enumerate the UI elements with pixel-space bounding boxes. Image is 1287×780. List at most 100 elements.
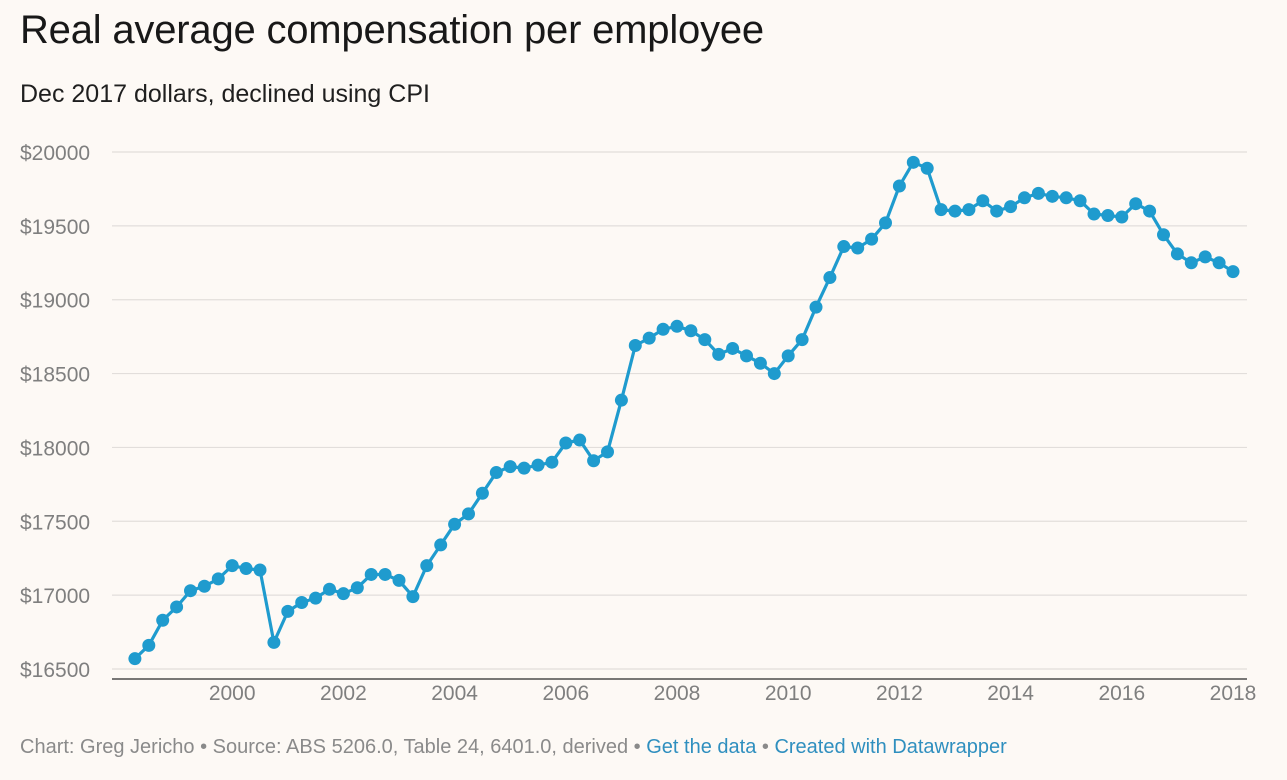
chart-footer: Chart: Greg Jericho • Source: ABS 5206.0… (20, 736, 1007, 759)
data-point[interactable] (1129, 197, 1143, 211)
data-point[interactable] (517, 461, 531, 475)
data-point[interactable] (309, 591, 323, 605)
data-point[interactable] (531, 458, 545, 472)
data-point[interactable] (781, 349, 795, 363)
x-tick-label: 2016 (1098, 682, 1145, 705)
data-point[interactable] (892, 179, 906, 193)
series-line (133, 160, 1234, 660)
data-point[interactable] (656, 322, 670, 336)
data-point[interactable] (489, 466, 503, 480)
data-point[interactable] (587, 454, 601, 468)
data-point[interactable] (184, 584, 197, 598)
x-tick-label: 2002 (320, 682, 367, 705)
data-point[interactable] (962, 203, 976, 217)
data-point[interactable] (670, 319, 684, 333)
x-tick-label: 2010 (765, 682, 812, 705)
data-point[interactable] (128, 652, 142, 666)
data-point[interactable] (851, 241, 865, 255)
data-point[interactable] (698, 333, 712, 347)
data-point[interactable] (267, 635, 281, 649)
data-point[interactable] (642, 331, 656, 345)
data-point[interactable] (1198, 250, 1212, 264)
data-point[interactable] (142, 638, 156, 652)
data-point[interactable] (712, 347, 726, 361)
x-tick-label: 2012 (876, 682, 923, 705)
y-tick-label: $18500 (20, 364, 90, 387)
data-point[interactable] (420, 559, 434, 573)
data-point[interactable] (1212, 256, 1226, 270)
data-point[interactable] (573, 433, 587, 447)
x-tick-label: 2000 (209, 682, 256, 705)
data-point[interactable] (1073, 194, 1087, 208)
data-point[interactable] (434, 538, 448, 552)
data-point[interactable] (1045, 189, 1059, 203)
data-point[interactable] (934, 203, 948, 217)
data-point[interactable] (1004, 200, 1018, 214)
data-point[interactable] (628, 339, 642, 353)
series-points (128, 155, 1240, 666)
data-point[interactable] (364, 567, 378, 581)
data-point[interactable] (823, 271, 837, 285)
y-tick-label: $19500 (20, 216, 90, 239)
gridlines (112, 151, 1247, 670)
x-tick-label: 2004 (431, 682, 478, 705)
data-point[interactable] (1184, 256, 1198, 270)
data-point[interactable] (1031, 186, 1045, 200)
created-with-datawrapper-link[interactable]: Created with Datawrapper (774, 736, 1007, 758)
data-point[interactable] (1087, 207, 1101, 221)
data-point[interactable] (809, 300, 823, 314)
data-point[interactable] (559, 436, 573, 450)
data-point[interactable] (350, 581, 364, 595)
data-point[interactable] (684, 324, 698, 338)
data-point[interactable] (990, 204, 1004, 218)
data-point[interactable] (976, 194, 990, 208)
get-the-data-link[interactable]: Get the data (646, 736, 757, 758)
data-point[interactable] (740, 349, 753, 363)
data-point[interactable] (295, 596, 309, 610)
data-point[interactable] (503, 460, 517, 474)
data-point[interactable] (462, 507, 475, 521)
data-point[interactable] (406, 590, 420, 604)
data-point[interactable] (948, 204, 962, 218)
data-point[interactable] (197, 579, 211, 593)
data-point[interactable] (767, 367, 781, 381)
data-point[interactable] (253, 563, 267, 577)
data-point[interactable] (1226, 265, 1240, 279)
data-point[interactable] (475, 486, 489, 500)
data-point[interactable] (1170, 247, 1184, 261)
data-point[interactable] (1059, 191, 1073, 205)
data-point[interactable] (225, 559, 239, 573)
footer-attribution: Chart: Greg Jericho • Source: ABS 5206.0… (20, 736, 647, 758)
data-point[interactable] (281, 604, 295, 618)
data-point[interactable] (1101, 209, 1115, 223)
data-point[interactable] (865, 232, 879, 246)
data-point[interactable] (239, 562, 253, 576)
data-point[interactable] (906, 155, 920, 169)
data-point[interactable] (879, 216, 892, 230)
data-point[interactable] (378, 567, 392, 581)
x-tick-label: 2018 (1210, 682, 1257, 705)
data-point[interactable] (211, 572, 225, 586)
data-point[interactable] (614, 393, 628, 407)
data-point[interactable] (795, 333, 809, 347)
x-tick-label: 2014 (987, 682, 1034, 705)
data-point[interactable] (156, 613, 170, 627)
data-point[interactable] (1018, 191, 1031, 205)
data-point[interactable] (920, 161, 934, 175)
data-point[interactable] (726, 341, 740, 355)
data-point[interactable] (601, 445, 614, 459)
y-axis-labels: $16500 $17000 $17500 $18000 $18500 $19000 $195… (20, 142, 90, 682)
data-point[interactable] (753, 356, 767, 370)
y-tick-label: $18000 (20, 437, 90, 460)
y-tick-label: $19000 (20, 290, 90, 313)
data-point[interactable] (1115, 210, 1129, 224)
data-point[interactable] (323, 582, 336, 596)
data-point[interactable] (170, 600, 184, 614)
data-point[interactable] (392, 573, 406, 587)
data-point[interactable] (1157, 228, 1170, 242)
data-point[interactable] (448, 517, 462, 531)
data-point[interactable] (1143, 204, 1157, 218)
data-point[interactable] (837, 240, 851, 254)
data-point[interactable] (545, 455, 559, 469)
data-point[interactable] (336, 587, 350, 601)
